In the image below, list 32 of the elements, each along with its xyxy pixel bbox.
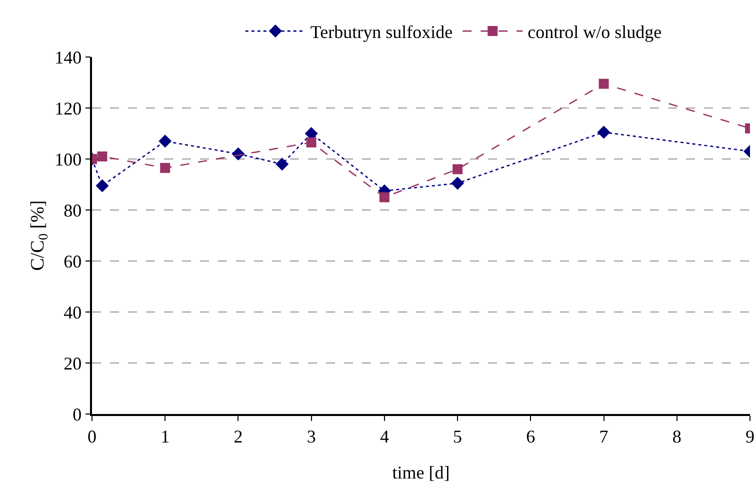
point	[451, 176, 464, 190]
y-tick-label: 20	[64, 353, 82, 374]
y-tick-label: 80	[64, 200, 82, 220]
x-tick-label: 3	[306, 426, 316, 446]
point	[96, 179, 109, 192]
y-tick-label: 100	[54, 149, 82, 170]
point	[598, 78, 609, 89]
point	[452, 164, 463, 174]
x-tick-label: 6	[526, 426, 536, 446]
point	[379, 192, 390, 202]
y-tick-label: 140	[54, 47, 82, 68]
x-tick-label: 9	[746, 426, 754, 446]
point	[306, 137, 316, 148]
y-tick-label: 0	[72, 404, 82, 424]
point	[158, 134, 172, 148]
x-tick-label: 7	[599, 426, 608, 446]
x-tick-label: 5	[453, 426, 462, 446]
x-tick-label: 1	[160, 426, 170, 446]
point	[597, 126, 610, 139]
legend-label: control w/o sludge	[528, 22, 662, 42]
legend-label: Terbutryn sulfoxide	[310, 22, 453, 42]
point	[97, 151, 108, 162]
x-tick-label: 8	[672, 426, 682, 446]
x-tick-label: 2	[234, 426, 243, 446]
x-tick-label: 0	[88, 426, 96, 446]
y-tick-label: 120	[54, 98, 82, 118]
y-tick-label: 60	[64, 251, 82, 272]
x-axis-title: time [d]	[392, 462, 450, 482]
point	[276, 158, 289, 171]
y-tick-label: 40	[64, 302, 82, 322]
point	[160, 162, 170, 173]
x-tick-label: 4	[380, 426, 389, 446]
